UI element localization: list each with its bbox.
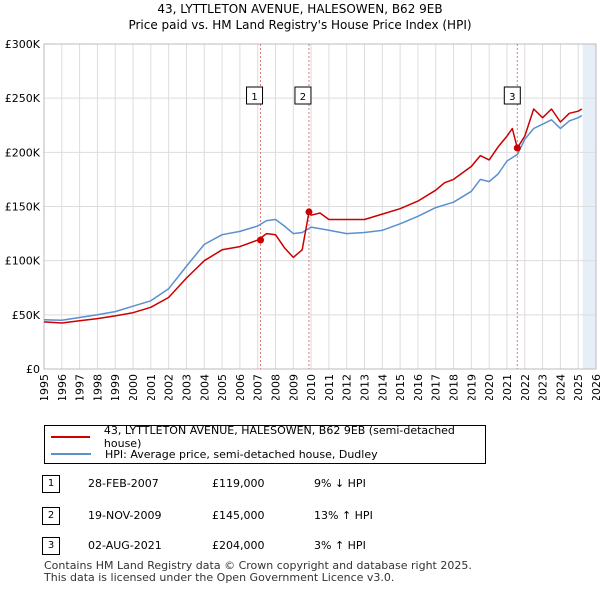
transaction-row: 1 28-FEB-2007 £119,000 9% ↓ HPI xyxy=(42,475,542,495)
x-tick-label: 2006 xyxy=(234,374,247,400)
transaction-hpi-diff: 3% ↑ HPI xyxy=(314,539,366,552)
y-tick-label: £150K xyxy=(5,201,41,214)
y-tick-label: £200K xyxy=(5,146,41,159)
y-tick-label: £300K xyxy=(5,38,41,51)
x-tick-label: 2013 xyxy=(359,374,372,400)
transaction-hpi-diff: 9% ↓ HPI xyxy=(314,477,366,490)
x-tick-label: 1995 xyxy=(38,374,51,400)
transaction-price: £145,000 xyxy=(212,509,265,522)
legend-hpi-label: HPI: Average price, semi-detached house,… xyxy=(105,447,378,461)
x-tick-label: 1998 xyxy=(91,374,104,400)
x-tick-label: 2021 xyxy=(501,374,514,400)
x-tick-label: 2026 xyxy=(590,374,600,400)
legend-hpi-line-swatch xyxy=(51,453,91,455)
transaction-marker-point xyxy=(513,144,521,152)
transaction-marker-badge: 2 xyxy=(42,507,60,525)
x-tick-label: 2001 xyxy=(145,374,158,400)
transaction-marker-label: 3 xyxy=(509,92,515,103)
x-tick-label: 2018 xyxy=(448,374,461,400)
price-chart: £0 £50K £100K £150K £200K £250K £300K 1995 1996 1… xyxy=(5,38,600,400)
x-tick-label: 2008 xyxy=(269,374,282,400)
transaction-marker-box xyxy=(503,86,521,105)
y-tick-label: £250K xyxy=(5,92,41,105)
x-tick-label: 2011 xyxy=(323,374,336,400)
legend-property-line-swatch xyxy=(51,436,90,438)
legend-item-property: 43, LYTTLETON AVENUE, HALESOWEN, B62 9EB… xyxy=(51,424,485,450)
transaction-marker-badge: 3 xyxy=(42,537,60,555)
transaction-row: 3 02-AUG-2021 £204,000 3% ↑ HPI xyxy=(42,537,542,557)
x-tick-label: 2025 xyxy=(572,374,585,400)
x-tick-label: 2024 xyxy=(554,374,567,400)
transaction-marker-box xyxy=(294,86,312,105)
chart-title-address: 43, LYTTLETON AVENUE, HALESOWEN, B62 9EB xyxy=(157,2,443,16)
transaction-marker-point xyxy=(305,208,313,216)
x-tick-label: 2010 xyxy=(305,374,318,400)
x-tick-label: 2007 xyxy=(252,374,265,400)
x-tick-label: 1999 xyxy=(109,374,122,400)
x-tick-label: 2002 xyxy=(163,374,176,400)
x-tick-label: 2022 xyxy=(519,374,532,400)
plot-frame xyxy=(43,43,597,370)
x-tick-label: 2023 xyxy=(537,374,550,400)
x-tick-label: 2003 xyxy=(180,374,193,400)
transaction-marker-label: 2 xyxy=(300,92,306,103)
transaction-marker-badge: 1 xyxy=(42,475,60,493)
y-tick-label: £0 xyxy=(26,363,40,376)
x-tick-label: 2020 xyxy=(483,374,496,400)
x-tick-label: 2000 xyxy=(127,374,140,400)
chart-legend: 43, LYTTLETON AVENUE, HALESOWEN, B62 9EB… xyxy=(44,424,486,464)
x-tick-label: 2005 xyxy=(216,374,229,400)
transaction-date: 28-FEB-2007 xyxy=(88,477,159,490)
transaction-row: 2 19-NOV-2009 £145,000 13% ↑ HPI xyxy=(42,507,542,527)
footer-licence-line: This data is licensed under the Open Gov… xyxy=(44,571,395,584)
transaction-marker-point xyxy=(257,236,265,244)
legend-item-hpi: HPI: Average price, semi-detached house,… xyxy=(51,446,378,462)
transaction-marker-box xyxy=(246,86,264,105)
x-tick-label: 2014 xyxy=(376,374,389,400)
y-tick-label: £50K xyxy=(12,309,41,322)
transaction-price: £119,000 xyxy=(212,477,265,490)
x-tick-label: 1997 xyxy=(74,374,87,400)
transaction-date: 02-AUG-2021 xyxy=(88,539,162,552)
x-tick-label: 2015 xyxy=(394,374,407,400)
transaction-date: 19-NOV-2009 xyxy=(88,509,162,522)
legend-property-label: 43, LYTTLETON AVENUE, HALESOWEN, B62 9EB… xyxy=(103,424,455,450)
transaction-hpi-diff: 13% ↑ HPI xyxy=(314,509,373,522)
x-tick-label: 2009 xyxy=(287,374,300,400)
x-tick-label: 2017 xyxy=(430,374,443,400)
x-tick-label: 1996 xyxy=(56,374,69,400)
transaction-price: £204,000 xyxy=(212,539,265,552)
hpi-series-line xyxy=(43,114,583,322)
x-tick-label: 2019 xyxy=(465,374,478,400)
x-tick-label: 2016 xyxy=(412,374,425,400)
y-tick-label: £100K xyxy=(5,255,41,268)
property-series-line xyxy=(43,108,583,324)
x-tick-label: 2012 xyxy=(341,374,354,400)
chart-subtitle: Price paid vs. HM Land Registry's House … xyxy=(128,18,472,32)
copyright-footer: Contains HM Land Registry data © Crown c… xyxy=(44,560,472,584)
x-tick-label: 2004 xyxy=(198,374,211,400)
transaction-marker-label: 1 xyxy=(251,92,257,103)
footer-copyright-line: Contains HM Land Registry data © Crown c… xyxy=(44,559,472,572)
